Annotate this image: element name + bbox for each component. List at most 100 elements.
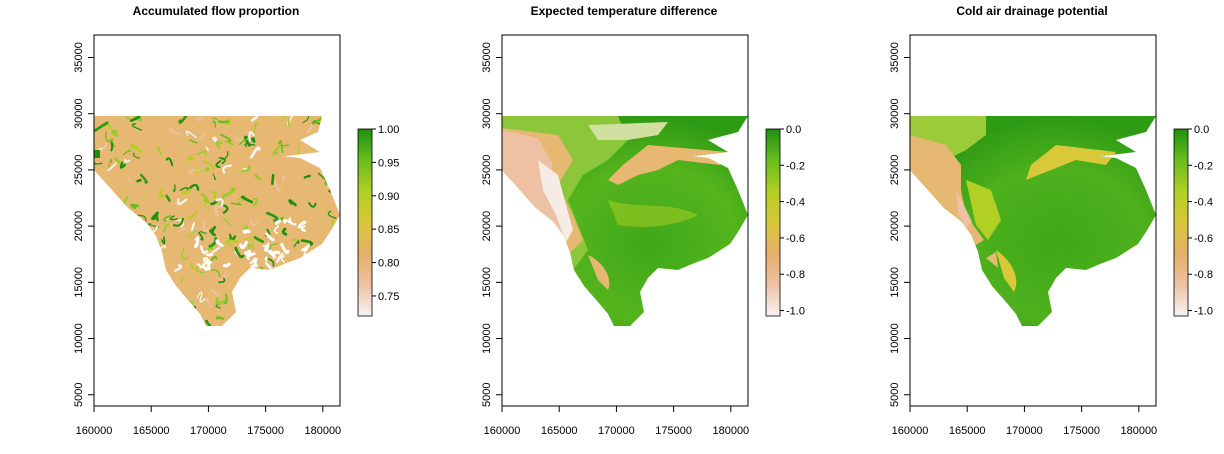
channel-stroke: [210, 190, 217, 200]
channel-stroke: [224, 271, 230, 279]
channel-stroke: [307, 124, 314, 133]
panel-title: Cold air drainage potential: [956, 4, 1107, 18]
channel-stroke: [249, 146, 261, 159]
channel-stroke: [251, 320, 257, 325]
channel-stroke: [328, 184, 335, 193]
channel-stroke: [247, 300, 257, 309]
channel-stroke: [234, 250, 239, 257]
channel-stroke: [126, 242, 133, 252]
channel-stroke: [186, 229, 196, 238]
x-tick-label: 175000: [655, 425, 692, 437]
channel-stroke: [275, 252, 285, 264]
channel-stroke: [100, 302, 108, 311]
legend-tick-label: -0.2: [786, 160, 805, 172]
x-tick-label: 165000: [949, 425, 986, 437]
legend-tick-label: 0.75: [378, 291, 399, 303]
y-tick-label: 5000: [889, 383, 901, 407]
channel-stroke: [110, 138, 115, 148]
panel-temperature-difference: Expected temperature difference: [481, 4, 805, 437]
channel-stroke: [271, 173, 275, 186]
channel-stroke: [165, 157, 174, 167]
channel-stroke: [128, 304, 137, 315]
channel-stroke: [301, 244, 311, 252]
channel-stroke: [113, 312, 119, 321]
channel-stroke: [147, 227, 155, 232]
channel-stroke: [202, 221, 212, 232]
channel-stroke: [138, 273, 145, 286]
channel-stroke: [178, 116, 190, 124]
channel-stroke: [117, 316, 128, 323]
legend-tick-label: 1.00: [378, 124, 399, 136]
legend-tick-label: -0.4: [786, 197, 805, 209]
channel-stroke: [203, 204, 211, 211]
channel-stroke: [107, 262, 117, 271]
channel-stroke: [287, 306, 297, 313]
channel-stroke: [218, 157, 226, 165]
y-tick-label: 20000: [481, 211, 493, 242]
channel-stroke: [327, 293, 333, 296]
channel-stroke: [187, 210, 199, 220]
y-tick-label: 15000: [889, 267, 901, 298]
channel-stroke: [321, 116, 325, 125]
legend-tick-label: -1.0: [1194, 306, 1213, 318]
legend-colorbar: [1173, 128, 1189, 317]
channel-stroke: [189, 262, 198, 272]
channel-stroke: [264, 244, 270, 252]
channel-stroke: [268, 299, 276, 310]
channel-stroke: [217, 119, 230, 124]
x-tick-label: 170000: [190, 425, 227, 437]
channel-stroke: [210, 269, 221, 278]
panel-accumulated-flow: Accumulated flow proportion 160000 165000…: [73, 4, 399, 437]
channel-stroke: [210, 288, 220, 297]
channel-stroke: [301, 261, 307, 266]
channel-stroke: [287, 118, 291, 128]
channel-stroke: [110, 129, 119, 137]
channel-stroke: [119, 161, 127, 169]
channel-stroke: [169, 215, 179, 221]
channel-stroke: [323, 260, 331, 271]
channel-stroke: [299, 286, 307, 296]
channel-stroke: [150, 316, 156, 324]
channel-stroke: [136, 310, 142, 317]
channel-stroke: [201, 259, 210, 267]
channel-stroke: [288, 289, 297, 297]
channel-stroke: [132, 152, 140, 159]
channel-stroke: [172, 217, 184, 227]
channel-stroke: [134, 276, 140, 286]
channel-stroke: [105, 190, 112, 195]
channel-stroke: [271, 250, 281, 259]
channel-stroke: [156, 146, 162, 156]
channel-stroke: [176, 198, 188, 205]
legend-tick-label: -0.8: [786, 269, 805, 281]
channel-stroke: [94, 176, 101, 184]
channel-stroke: [147, 223, 160, 228]
raster-map: [94, 116, 340, 326]
channel-stroke: [253, 315, 263, 321]
channel-stroke: [212, 120, 217, 128]
channel-stroke: [215, 297, 226, 305]
channel-stroke: [98, 214, 107, 222]
legend-tick-label: 0.0: [1194, 124, 1209, 136]
channel-stroke: [215, 140, 223, 149]
channel-stroke: [298, 258, 309, 263]
channel-stroke: [120, 209, 126, 215]
channel-stroke: [214, 204, 222, 217]
channel-stroke: [154, 308, 165, 317]
channel-stroke: [297, 220, 307, 229]
channel-stroke: [110, 141, 114, 152]
legend-tick-label: 0.90: [378, 191, 399, 203]
y-tick-label: 35000: [481, 42, 493, 73]
channel-stroke: [326, 184, 334, 189]
channel-stroke: [326, 116, 338, 122]
channel-stroke: [215, 316, 225, 320]
channel-stroke: [185, 130, 197, 139]
channel-stroke: [312, 274, 319, 284]
channel-stroke: [196, 291, 203, 299]
channel-stroke: [101, 201, 108, 209]
channel-stroke: [192, 305, 197, 311]
channel-stroke: [262, 242, 270, 247]
channel-stroke: [197, 263, 203, 269]
channel-stroke: [334, 116, 340, 119]
channel-stroke: [225, 239, 239, 247]
channel-stroke: [138, 218, 145, 232]
